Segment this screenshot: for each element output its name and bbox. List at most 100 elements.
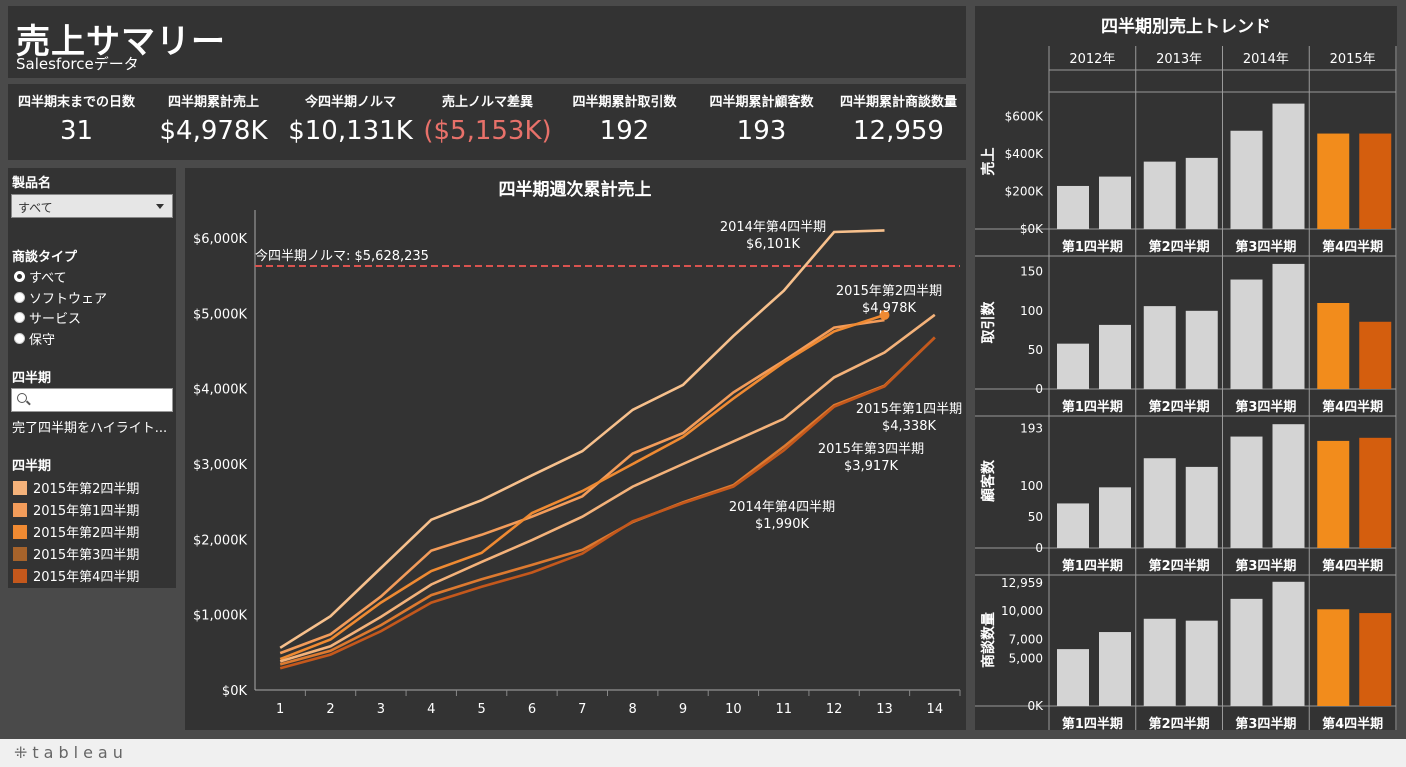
kpi-label: 四半期累計取引数 [572,95,677,110]
bar[interactable] [1317,609,1350,706]
bar-y-tick-label: $400K [1005,147,1045,161]
quarterly-trend-panel: 四半期別売上トレンド 2012年 2013年 2014年 2015年 売上 $0K $200K… [975,6,1397,730]
kpi-label: 四半期累計商談数量 [839,95,957,110]
series-line-0[interactable] [279,229,885,649]
series-annotation-label: 2015年第1四半期 [856,402,962,417]
kpi-label: 売上ノルマ差異 [441,95,533,110]
legend-swatch [13,568,27,583]
panel-ylabel: 取引数 [980,301,997,344]
bar[interactable] [1143,458,1176,548]
legend-label: 2015年第1四半期 [33,504,140,519]
bar[interactable] [1185,466,1218,548]
y-tick-label: $5,000K [193,307,247,322]
page-subtitle: Salesforceデータ [16,55,139,73]
radio-icon [14,333,25,344]
legend-item[interactable]: 2015年第2四半期 [13,478,139,497]
radio-deal-type-all[interactable]: すべて [14,267,67,286]
bar[interactable] [1099,632,1131,706]
bar[interactable] [1185,310,1218,389]
quarter-label: 第3四半期 [1235,399,1296,415]
x-tick-label: 11 [775,702,792,717]
kpi-quota: 今四半期ノルマ $10,131K [282,84,419,160]
series-annotation-label: 2014年第4四半期 [729,500,835,515]
kpi-label: 今四半期ノルマ [304,95,396,110]
bar[interactable] [1230,130,1263,229]
bar[interactable] [1272,424,1305,548]
bar[interactable] [1057,343,1089,389]
bar[interactable] [1057,185,1089,229]
bar[interactable] [1359,437,1392,548]
quarter-label: 第2四半期 [1149,399,1210,415]
legend-item[interactable]: 2015年第4四半期 [13,566,139,585]
quarter-label: 第4四半期 [1322,558,1383,574]
bar[interactable] [1317,133,1350,229]
bar[interactable] [1359,613,1392,706]
bar[interactable] [1143,618,1176,706]
kpi-customers: 四半期累計顧客数 193 [693,84,830,160]
bar-y-tick-label: 0 [1035,541,1043,555]
legend-label: 2015年第2四半期 [33,482,140,497]
legend-item[interactable]: 2015年第1四半期 [13,500,139,519]
bar[interactable] [1359,321,1392,389]
x-tick-label: 9 [679,702,687,717]
bar[interactable] [1317,303,1350,389]
bar[interactable] [1143,161,1176,229]
bar[interactable] [1359,133,1392,229]
kpi-value: 31 [59,116,94,146]
product-filter-title: 製品名 [12,176,52,191]
bar[interactable] [1230,279,1263,389]
bar[interactable] [1185,157,1218,229]
bar[interactable] [1099,176,1131,229]
radio-deal-type-service[interactable]: サービス [14,308,81,327]
quarter-label: 第1四半期 [1062,558,1123,574]
legend-swatch [13,502,27,517]
bar-y-tick-label: 193 [1020,422,1043,436]
bar[interactable] [1272,263,1305,389]
quota-reference-label: 今四半期ノルマ: $5,628,235 [255,248,429,264]
highlight-completed-link[interactable]: 完了四半期をハイライト... [12,421,168,436]
legend-label: 2015年第2四半期 [33,526,140,541]
x-tick-label: 6 [528,702,536,717]
product-dropdown-value: すべて [18,201,53,215]
panel-ylabel: 商談数量 [980,612,997,668]
quarter-label: 第4四半期 [1322,239,1383,255]
bar[interactable] [1230,598,1263,706]
quarter-search-input[interactable] [11,388,173,412]
bar[interactable] [1317,440,1350,548]
radio-deal-type-software[interactable]: ソフトウェア [14,288,107,307]
line-chart-title: 四半期週次累計売上 [499,179,652,200]
quarter-label: 第4四半期 [1322,716,1383,730]
bar[interactable] [1143,306,1176,389]
bar[interactable] [1057,649,1089,706]
quarter-label: 第2四半期 [1149,558,1210,574]
x-tick-label: 13 [876,702,893,717]
bar-y-tick-label: 0 [1035,382,1043,396]
series-line-1[interactable] [279,318,885,655]
series-line-5[interactable] [279,336,936,670]
legend-item[interactable]: 2015年第2四半期 [13,522,139,541]
series-line-3[interactable] [279,313,936,663]
radio-deal-type-maintenance[interactable]: 保守 [14,329,55,348]
series-line-2[interactable] [279,313,885,661]
series-end-marker[interactable] [879,309,890,320]
kpi-panel: 四半期末までの日数 31 四半期累計売上 $4,978K 今四半期ノルマ $10… [8,84,966,160]
bar[interactable] [1272,103,1305,229]
bar[interactable] [1099,324,1131,389]
kpi-label: 四半期累計顧客数 [709,95,814,110]
series-annotation-value: $4,978K [862,301,916,316]
panel-ylabel: 売上 [980,148,997,176]
bar[interactable] [1057,503,1089,548]
radio-label: ソフトウェア [29,292,108,307]
bar[interactable] [1185,620,1218,706]
quarter-label: 第3四半期 [1235,558,1296,574]
bar[interactable] [1272,581,1305,706]
y-tick-label: $0K [222,684,248,699]
product-dropdown[interactable]: すべて [11,194,173,218]
bar[interactable] [1230,436,1263,548]
bar[interactable] [1099,487,1131,548]
kpi-days-left: 四半期末までの日数 31 [8,84,145,160]
y-tick-label: $2,000K [193,533,247,548]
tableau-logo[interactable]: ⁜tableau [14,743,128,762]
legend-item[interactable]: 2015年第3四半期 [13,544,139,563]
